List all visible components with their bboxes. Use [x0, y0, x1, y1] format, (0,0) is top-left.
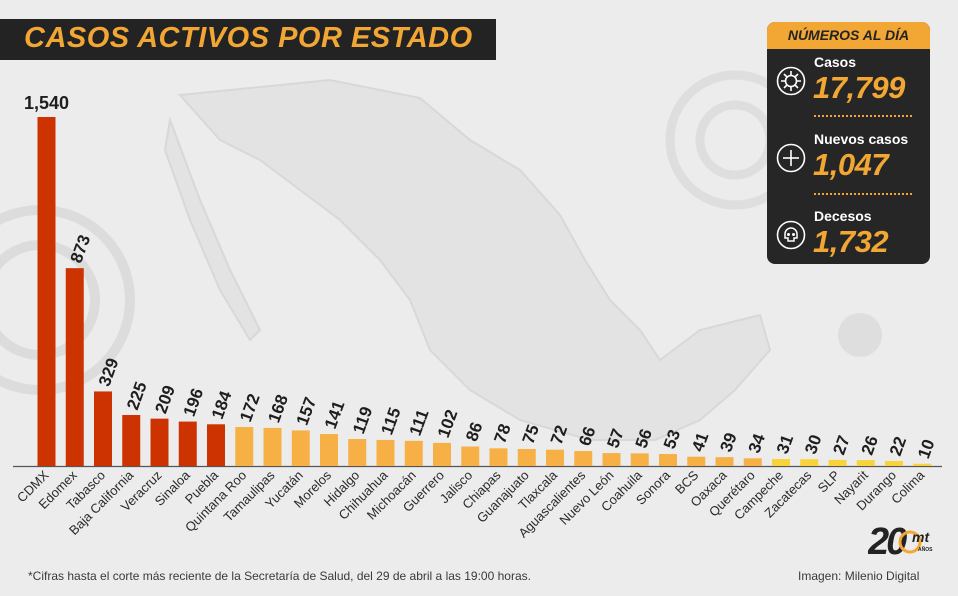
- data-label: 53: [660, 427, 684, 451]
- data-label: 329: [95, 356, 123, 389]
- milenio-20-anos-logo: 20 mt AÑOS: [868, 521, 933, 560]
- data-label: 168: [264, 392, 292, 425]
- data-label: 172: [236, 391, 264, 424]
- category-label: Colima: [888, 467, 928, 507]
- bar: [150, 418, 169, 466]
- virus-icon: [776, 66, 806, 96]
- baja-peninsula-silhouette: [163, 116, 262, 342]
- data-label: 72: [547, 423, 571, 447]
- virus-watermark-small: [838, 313, 882, 357]
- logo-anos: AÑOS: [918, 546, 933, 553]
- data-label: 184: [208, 388, 236, 422]
- data-label: 22: [886, 434, 910, 458]
- bar: [291, 430, 310, 466]
- data-label: 196: [180, 386, 208, 419]
- data-label: 225: [123, 379, 151, 412]
- data-label: 78: [490, 421, 514, 445]
- bar: [433, 442, 451, 466]
- chart-title: CASOS ACTIVOS POR ESTADO: [24, 22, 473, 54]
- stat-divider: [814, 193, 912, 195]
- bar: [178, 421, 197, 466]
- data-label: 1,540: [24, 93, 69, 113]
- data-label: 75: [519, 422, 543, 446]
- bar: [37, 117, 56, 466]
- data-label: 56: [632, 426, 656, 450]
- bar: [207, 424, 225, 466]
- data-label: 115: [377, 405, 404, 437]
- stat-label: Casos: [814, 54, 857, 70]
- stat-new-cases: Nuevos casos 1,047: [767, 129, 930, 189]
- bar: [320, 434, 338, 466]
- data-label: 39: [716, 430, 740, 454]
- bar: [913, 463, 932, 466]
- bar: [659, 453, 677, 466]
- bar: [94, 391, 112, 466]
- data-label: 30: [801, 432, 825, 456]
- bar: [885, 461, 903, 466]
- stat-divider: [814, 115, 912, 117]
- bar: [489, 448, 508, 466]
- stat-cases: Casos 17,799: [767, 52, 930, 112]
- bar: [772, 458, 790, 466]
- data-label: 873: [67, 232, 95, 265]
- bar: [461, 446, 480, 466]
- bar: [65, 268, 84, 466]
- bar: [687, 456, 706, 466]
- skull-icon: [776, 220, 806, 250]
- data-label: 41: [688, 430, 712, 454]
- stats-header: NÚMEROS AL DÍA: [767, 22, 930, 49]
- data-label: 10: [914, 437, 938, 461]
- bar: [376, 439, 395, 466]
- data-label: 111: [406, 407, 433, 438]
- stat-value: 1,047: [813, 147, 889, 182]
- stat-label: Nuevos casos: [814, 131, 909, 147]
- bar: [630, 453, 649, 466]
- logo-number: 20: [868, 521, 907, 560]
- bar: [122, 415, 141, 466]
- mexico-map-silhouette: [177, 78, 772, 441]
- bar: [743, 458, 762, 466]
- data-label: 119: [349, 404, 376, 436]
- bar: [574, 451, 593, 466]
- stat-value: 1,732: [813, 224, 889, 259]
- data-label: 66: [575, 424, 599, 448]
- data-label: 31: [773, 432, 797, 456]
- data-label: 102: [434, 407, 462, 440]
- logo-mt: mt: [912, 529, 930, 545]
- data-label: 34: [745, 431, 770, 456]
- stat-value: 17,799: [813, 70, 905, 105]
- bar: [856, 460, 875, 466]
- stats-panel: NÚMEROS AL DÍA Casos 17,799 Nuevos casos…: [767, 22, 930, 264]
- bar: [546, 449, 564, 466]
- data-label: 86: [462, 420, 486, 444]
- footnote: *Cifras hasta el corte más reciente de l…: [28, 569, 531, 583]
- bar: [263, 427, 282, 466]
- bar: [602, 453, 621, 466]
- title-band: [0, 19, 496, 60]
- data-label: 209: [151, 383, 179, 416]
- data-label: 57: [603, 426, 627, 450]
- bar: [828, 459, 847, 466]
- bar: [235, 427, 254, 466]
- image-credit: Imagen: Milenio Digital: [798, 569, 920, 583]
- stat-label: Decesos: [814, 208, 872, 224]
- stat-deaths: Decesos 1,732: [767, 206, 930, 264]
- data-label: 26: [858, 433, 882, 457]
- bar: [715, 457, 734, 466]
- bar: [800, 459, 819, 466]
- data-label: 157: [293, 395, 321, 428]
- bar: [348, 439, 367, 466]
- bar: [517, 449, 536, 466]
- data-label: 141: [321, 398, 349, 431]
- data-label: 27: [829, 433, 853, 457]
- bar: [404, 440, 423, 466]
- plus-circle-icon: [776, 143, 806, 173]
